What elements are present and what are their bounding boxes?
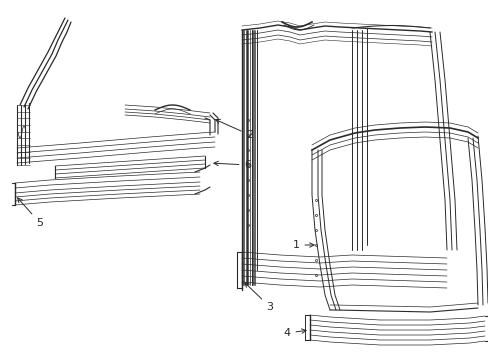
Text: 2: 2 [215,120,253,140]
Text: 6: 6 [213,160,251,170]
Text: 5: 5 [18,198,43,228]
Text: 3: 3 [244,283,273,312]
Text: 1: 1 [292,240,313,250]
Text: 4: 4 [283,328,305,338]
